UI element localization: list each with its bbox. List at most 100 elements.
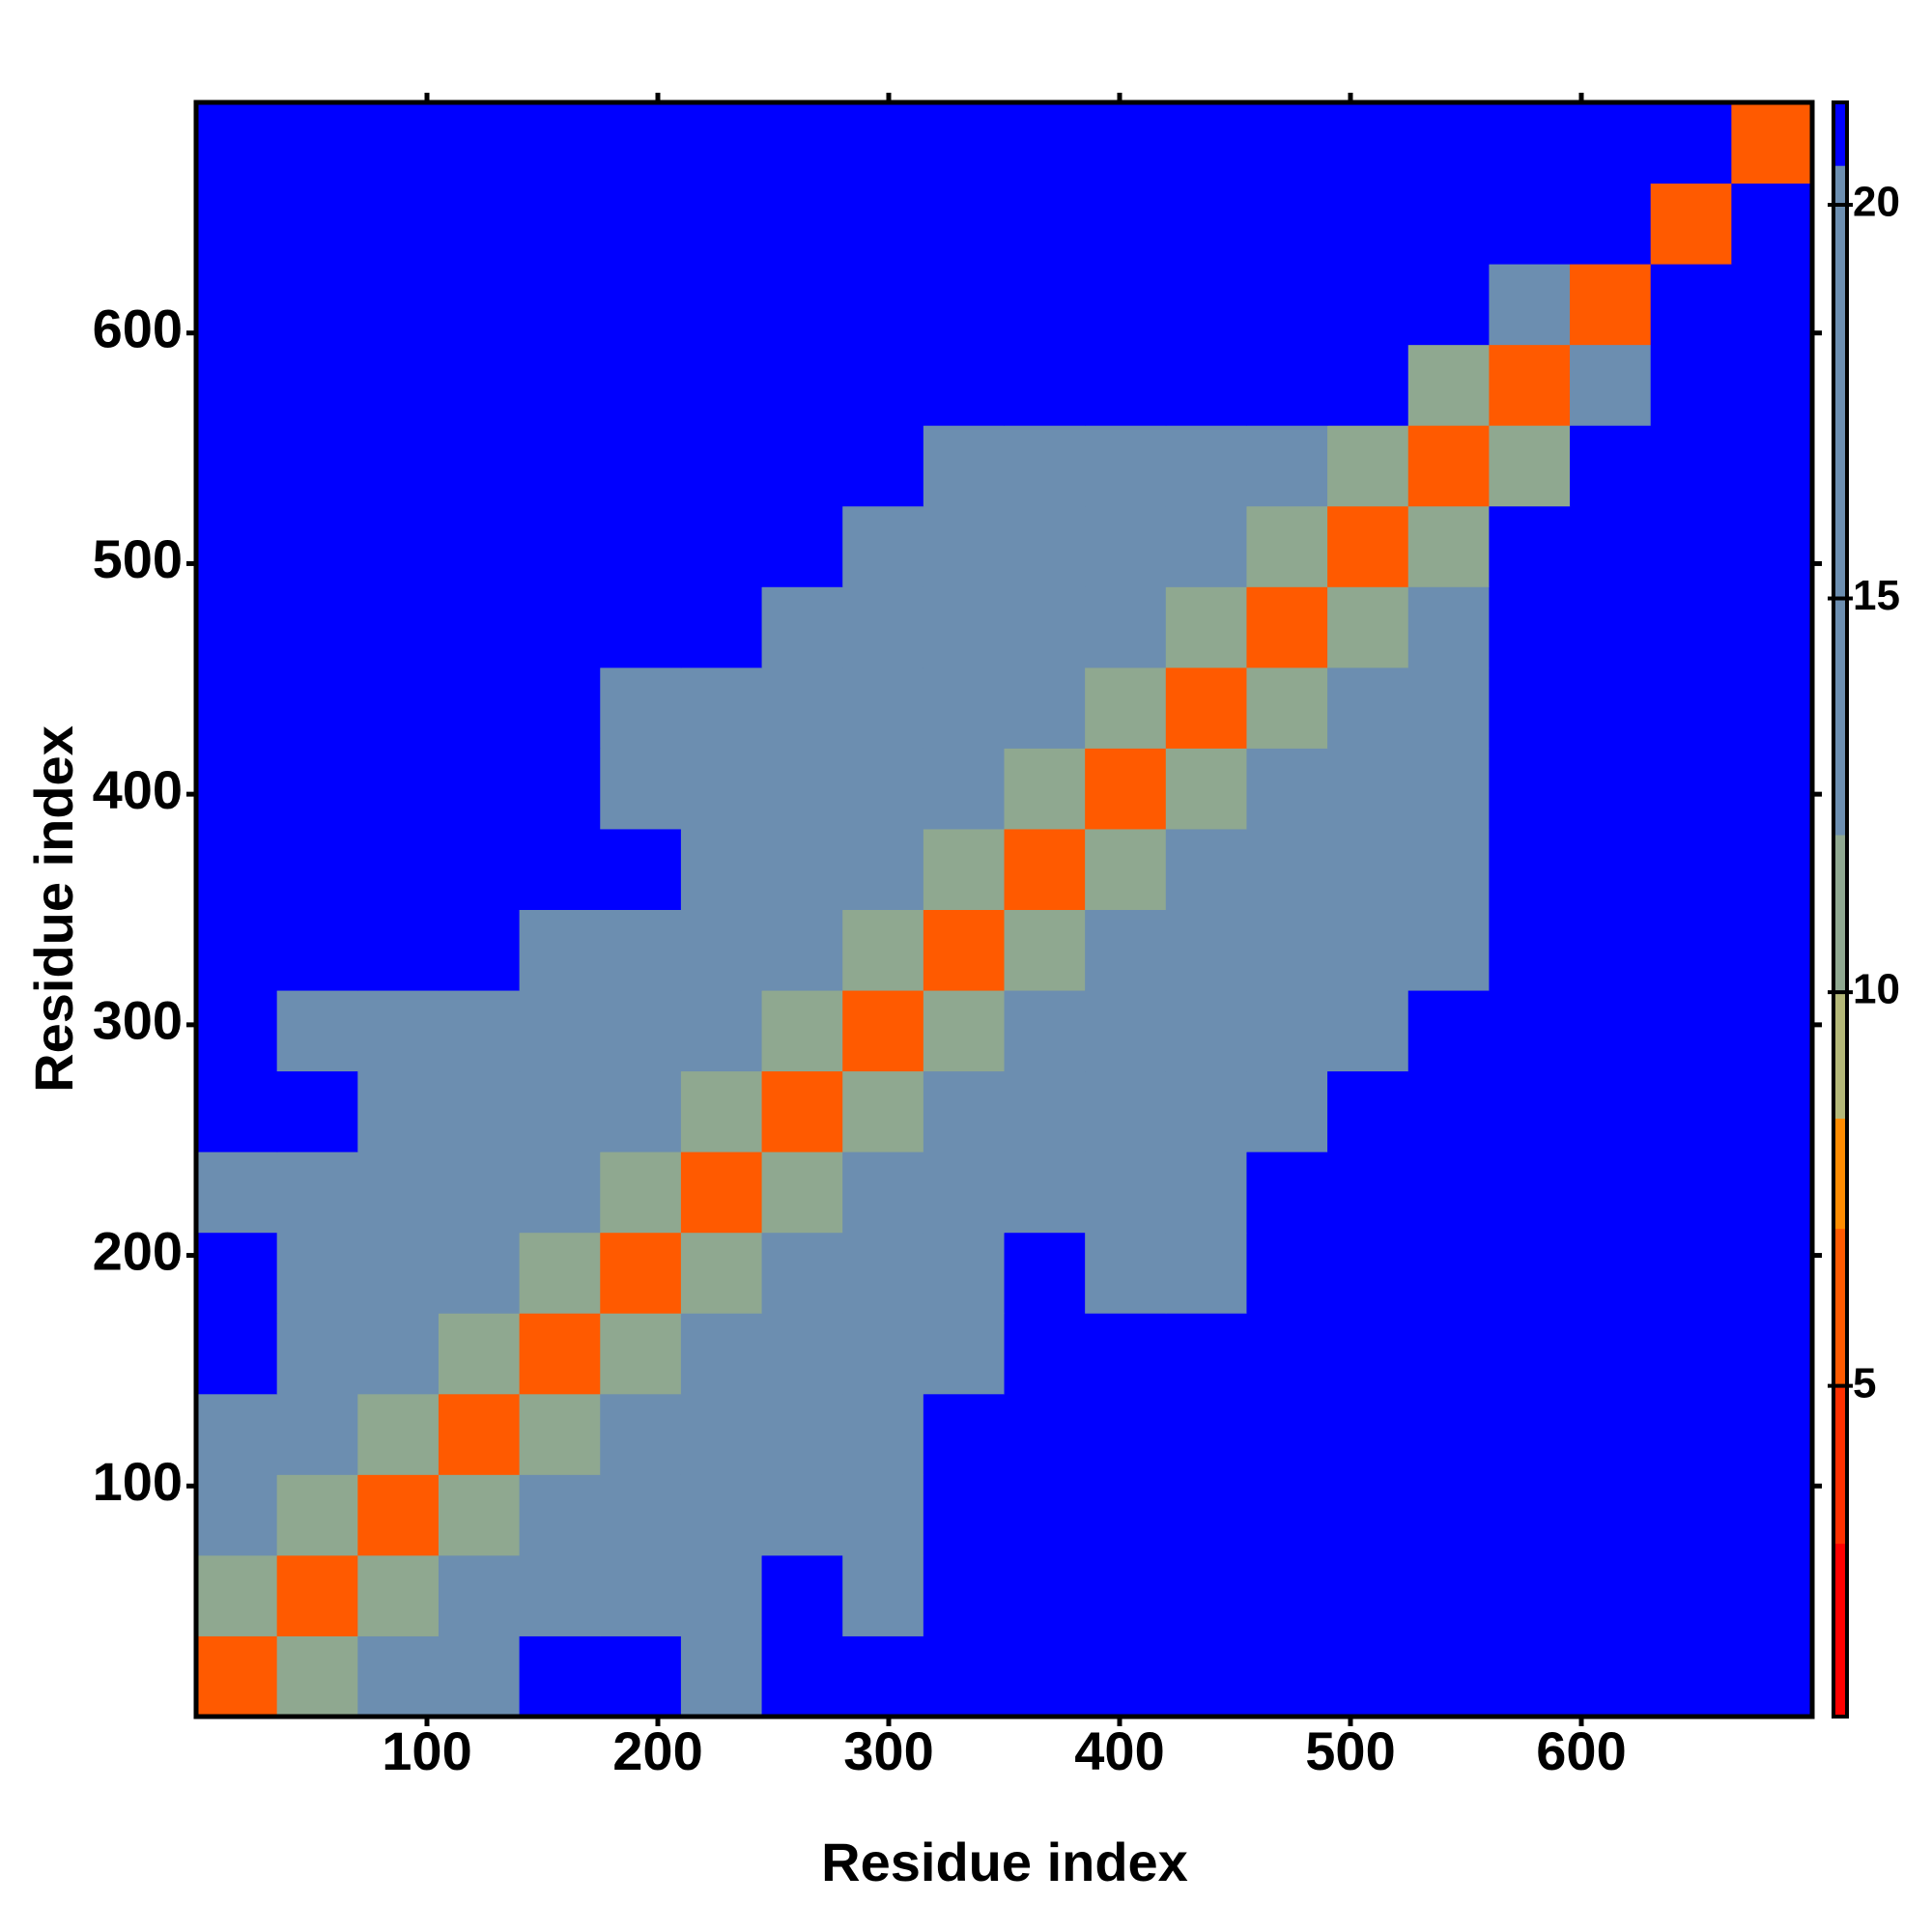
heatmap-cell xyxy=(1731,1232,1813,1314)
heatmap-cell xyxy=(1731,425,1813,507)
heatmap-cell xyxy=(600,990,682,1072)
heatmap-cell xyxy=(1650,1474,1732,1556)
heatmap-cell xyxy=(1407,183,1490,265)
heatmap-cell xyxy=(276,1474,358,1556)
heatmap-cell xyxy=(357,1151,440,1234)
heatmap-cell xyxy=(1004,1393,1086,1475)
heatmap-cell xyxy=(276,828,358,910)
heatmap-cell xyxy=(1570,990,1652,1072)
heatmap-cell xyxy=(519,667,601,749)
heatmap-cell xyxy=(923,909,1005,991)
heatmap-cell xyxy=(1407,748,1490,830)
heatmap-cell xyxy=(1650,1313,1732,1395)
heatmap-cell xyxy=(1407,990,1490,1072)
heatmap-cell xyxy=(1246,1151,1328,1234)
heatmap-cell xyxy=(196,586,278,668)
heatmap-cell xyxy=(600,344,682,426)
heatmap-cell xyxy=(680,1232,763,1314)
heatmap-cell xyxy=(923,667,1005,749)
heatmap-cell xyxy=(1489,1393,1571,1475)
heatmap-cell xyxy=(1570,667,1652,749)
heatmap-cell xyxy=(276,425,358,507)
heatmap-cell xyxy=(1407,505,1490,587)
heatmap-cell xyxy=(438,264,521,346)
heatmap-cell xyxy=(600,1474,682,1556)
heatmap-cell xyxy=(1004,667,1086,749)
heatmap-cell xyxy=(1246,1554,1328,1636)
heatmap-cell xyxy=(842,425,924,507)
heatmap-cell xyxy=(276,183,358,265)
heatmap-cell xyxy=(923,1151,1005,1234)
heatmap-cell xyxy=(1327,990,1409,1072)
heatmap-cell xyxy=(1489,264,1571,346)
heatmap-cell xyxy=(1085,748,1167,830)
heatmap-cell xyxy=(680,183,763,265)
heatmap-cell xyxy=(1327,264,1409,346)
heatmap-cell xyxy=(680,1474,763,1556)
heatmap-cell xyxy=(1407,102,1490,185)
heatmap-cell xyxy=(519,1474,601,1556)
heatmap-cell xyxy=(1731,586,1813,668)
heatmap-cell xyxy=(1085,990,1167,1072)
heatmap-cell xyxy=(1004,1070,1086,1152)
heatmap-cell xyxy=(1650,1232,1732,1314)
heatmap-cell xyxy=(1731,264,1813,346)
heatmap-cell xyxy=(1489,748,1571,830)
heatmap-cell xyxy=(842,828,924,910)
heatmap-cell xyxy=(1246,586,1328,668)
heatmap-cell xyxy=(1489,828,1571,910)
heatmap-cell xyxy=(761,344,843,426)
colorbar-segment xyxy=(1833,1543,1847,1718)
heatmap-cell xyxy=(438,667,521,749)
heatmap-cell xyxy=(600,102,682,185)
heatmap-cell xyxy=(1004,344,1086,426)
heatmap-cell xyxy=(1407,1474,1490,1556)
heatmap-cell xyxy=(1570,1070,1652,1152)
heatmap-cell xyxy=(600,1232,682,1314)
heatmap-cell xyxy=(1650,990,1732,1072)
heatmap-cell xyxy=(1650,1151,1732,1234)
heatmap-cell xyxy=(1004,183,1086,265)
heatmap-cell xyxy=(1165,102,1247,185)
heatmap-cell xyxy=(761,1313,843,1395)
heatmap-cell xyxy=(196,1474,278,1556)
heatmap-cell xyxy=(1489,909,1571,991)
heatmap-cell xyxy=(1489,505,1571,587)
heatmap-cell xyxy=(438,586,521,668)
heatmap-cell xyxy=(1246,1474,1328,1556)
heatmap-cell xyxy=(519,748,601,830)
heatmap-cell xyxy=(1731,102,1813,185)
heatmap-cell xyxy=(438,1554,521,1636)
heatmap-cell xyxy=(1004,1474,1086,1556)
colorbar-segment xyxy=(1833,102,1847,166)
y-axis-title: Residue index xyxy=(23,725,84,1093)
heatmap-cell xyxy=(1570,183,1652,265)
heatmap-cell xyxy=(1489,1151,1571,1234)
heatmap-cell xyxy=(1165,909,1247,991)
heatmap-cell xyxy=(923,344,1005,426)
heatmap-cell xyxy=(1165,1070,1247,1152)
heatmap-cell xyxy=(1489,1635,1571,1718)
heatmap-cell xyxy=(1489,425,1571,507)
heatmap-cell xyxy=(1165,425,1247,507)
heatmap-cell xyxy=(1407,1151,1490,1234)
heatmap-cell xyxy=(1165,1554,1247,1636)
heatmap-cell xyxy=(438,102,521,185)
heatmap-cell xyxy=(519,183,601,265)
heatmap-cell xyxy=(1165,990,1247,1072)
heatmap-cell xyxy=(1650,183,1732,265)
heatmap-cell xyxy=(1165,505,1247,587)
heatmap-cell xyxy=(1731,1151,1813,1234)
heatmap-cell xyxy=(761,667,843,749)
heatmap-cell xyxy=(761,1232,843,1314)
heatmap-cell xyxy=(1165,1474,1247,1556)
heatmap-cell xyxy=(1570,828,1652,910)
heatmap-cell xyxy=(842,909,924,991)
heatmap-cell xyxy=(357,586,440,668)
heatmap-cell xyxy=(196,1393,278,1475)
heatmap-cell xyxy=(1085,1070,1167,1152)
heatmap-cell xyxy=(196,990,278,1072)
heatmap-cell xyxy=(1489,102,1571,185)
heatmap-cell xyxy=(1489,1474,1571,1556)
heatmap-cell xyxy=(842,183,924,265)
